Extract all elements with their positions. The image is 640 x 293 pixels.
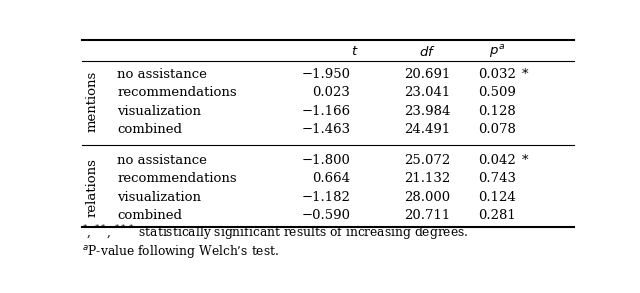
Text: 0.124: 0.124 bbox=[478, 191, 515, 204]
Text: 20.691: 20.691 bbox=[404, 68, 451, 81]
Text: recommendations: recommendations bbox=[117, 172, 237, 185]
Text: visualization: visualization bbox=[117, 191, 201, 204]
Text: mentions: mentions bbox=[86, 71, 99, 132]
Text: 23.041: 23.041 bbox=[404, 86, 451, 99]
Text: 0.032: 0.032 bbox=[477, 68, 516, 81]
Text: 21.132: 21.132 bbox=[404, 172, 451, 185]
Text: 0.023: 0.023 bbox=[312, 86, 350, 99]
Text: $^{a}$P-value following Welch’s test.: $^{a}$P-value following Welch’s test. bbox=[83, 243, 280, 260]
Text: −1.166: −1.166 bbox=[301, 105, 350, 117]
Text: 28.000: 28.000 bbox=[404, 191, 451, 204]
Text: 0.281: 0.281 bbox=[478, 209, 515, 222]
Text: $t$: $t$ bbox=[351, 45, 359, 58]
Text: combined: combined bbox=[117, 209, 182, 222]
Text: 0.128: 0.128 bbox=[478, 105, 515, 117]
Text: 24.491: 24.491 bbox=[404, 123, 451, 136]
Text: $p^{a}$: $p^{a}$ bbox=[488, 43, 505, 60]
Text: 23.984: 23.984 bbox=[404, 105, 451, 117]
Text: 0.042: 0.042 bbox=[478, 154, 515, 167]
Text: no assistance: no assistance bbox=[117, 154, 207, 167]
Text: −1.463: −1.463 bbox=[301, 123, 350, 136]
Text: 0.509: 0.509 bbox=[477, 86, 516, 99]
Text: 25.072: 25.072 bbox=[404, 154, 451, 167]
Text: $df$: $df$ bbox=[419, 45, 436, 59]
Text: 20.711: 20.711 bbox=[404, 209, 451, 222]
Text: 0.664: 0.664 bbox=[312, 172, 350, 185]
Text: 0.078: 0.078 bbox=[477, 123, 516, 136]
Text: combined: combined bbox=[117, 123, 182, 136]
Text: relations: relations bbox=[86, 159, 99, 217]
Text: no assistance: no assistance bbox=[117, 68, 207, 81]
Text: visualization: visualization bbox=[117, 105, 201, 117]
Text: −1.800: −1.800 bbox=[301, 154, 350, 167]
Text: 0.743: 0.743 bbox=[477, 172, 516, 185]
Text: −0.590: −0.590 bbox=[301, 209, 350, 222]
Text: $^{*}$, $^{**}$, $^{***}$ statistically significant results of increasing degree: $^{*}$, $^{**}$, $^{***}$ statistically … bbox=[83, 223, 469, 243]
Text: *: * bbox=[522, 154, 528, 167]
Text: −1.950: −1.950 bbox=[301, 68, 350, 81]
Text: *: * bbox=[522, 68, 528, 81]
Text: recommendations: recommendations bbox=[117, 86, 237, 99]
Text: −1.182: −1.182 bbox=[301, 191, 350, 204]
